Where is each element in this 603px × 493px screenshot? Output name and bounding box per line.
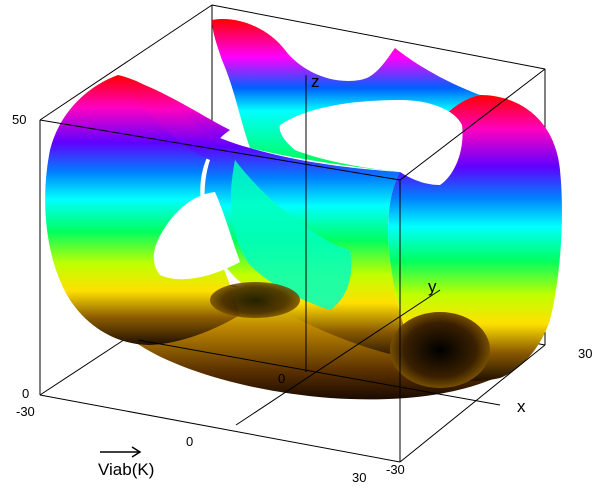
y-axis-line (235, 289, 441, 426)
origin-label: 0 (278, 371, 285, 386)
z-tick-max: 50 (12, 112, 26, 127)
y-tick-max: 30 (578, 346, 592, 361)
surface-core (230, 160, 352, 310)
x-tick-min: -30 (16, 404, 35, 419)
x-tick-mid: 0 (186, 434, 193, 449)
surface-hole-left (153, 192, 240, 280)
x-axis-label: x (517, 397, 526, 416)
inner-axes (137, 75, 501, 426)
x-axis-line (137, 339, 501, 406)
surface-hole-top (279, 100, 463, 185)
surface-shadow-right (390, 312, 490, 388)
x-tick-max: 30 (352, 470, 366, 485)
box-front-edges (39, 68, 546, 463)
y-tick-min: -30 (386, 462, 405, 477)
z-tick-min: 0 (22, 386, 29, 401)
axis-labels: z y x (311, 72, 526, 416)
viability-surface (45, 19, 562, 400)
z-axis-label: z (311, 72, 320, 91)
caption-label: Viab(K) (98, 460, 154, 479)
surface-shadow-center (210, 282, 300, 318)
tick-labels: 50 0 -30 0 30 -30 30 0 (12, 112, 592, 485)
caption-arrowhead (131, 446, 142, 458)
caption-group: Viab(K) (98, 446, 154, 479)
y-axis-label: y (428, 277, 437, 296)
